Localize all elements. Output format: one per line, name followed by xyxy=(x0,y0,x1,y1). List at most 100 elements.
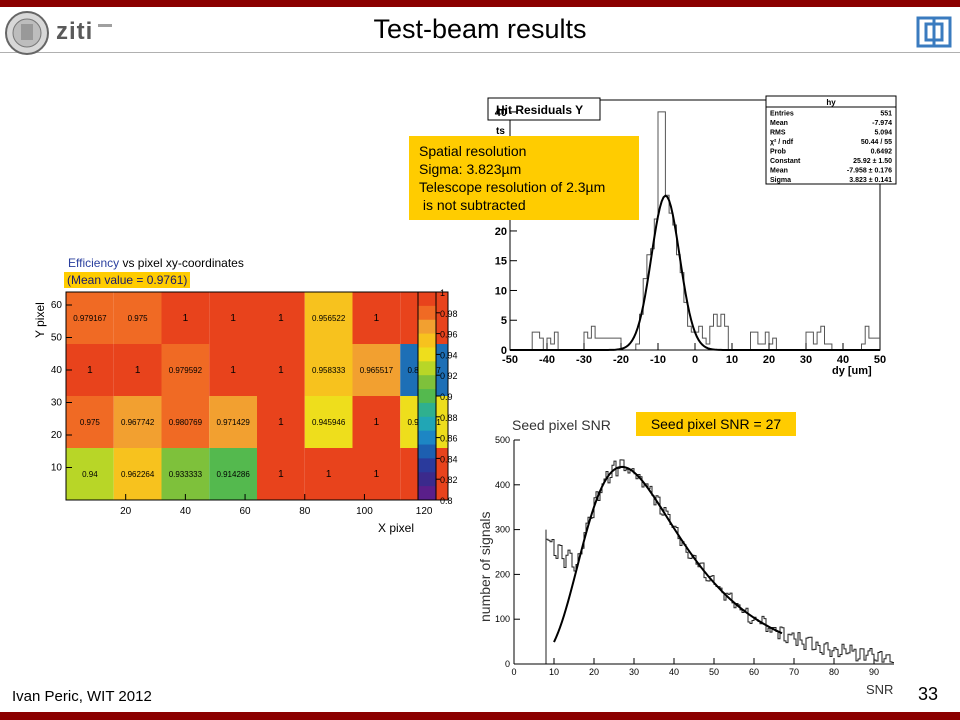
residuals-y-tick-label: 20 xyxy=(495,226,507,238)
heatmap-cell-label: 1 xyxy=(230,313,236,324)
colorbar-segment xyxy=(418,402,436,418)
snr-x-tick-label: 0 xyxy=(511,667,516,677)
heatmap-cell xyxy=(257,396,305,448)
logo-stripe xyxy=(98,24,112,27)
heatmap-cell xyxy=(304,396,353,448)
ziti-logo: ziti xyxy=(56,18,94,45)
snr-bins xyxy=(545,459,894,664)
heatmap-cell xyxy=(257,448,305,500)
colorbar-tick-label: 0.88 xyxy=(440,413,458,423)
snr-y-tick-label: 100 xyxy=(495,614,510,624)
snr-callout: Seed pixel SNR = 27 xyxy=(636,412,796,436)
stats-key: Constant xyxy=(770,158,801,165)
heatmap-cell xyxy=(66,448,114,500)
heatmap-cell-label: 1 xyxy=(374,469,380,480)
heatmap-cell xyxy=(66,396,114,448)
efficiency-mean-label: (Mean value = 0.9761) xyxy=(64,272,191,288)
heatmap-cell xyxy=(209,448,257,500)
residuals-ylabel-fragment: ts xyxy=(496,126,505,137)
efficiency-title-prefix: Efficiency xyxy=(68,256,120,270)
stats-key: Prob xyxy=(770,149,786,156)
snr-title: Seed pixel SNR xyxy=(512,417,611,433)
heatmap-cell xyxy=(352,344,401,396)
page-title: Test-beam results xyxy=(373,14,587,44)
residuals-title: Hit Residuals Y xyxy=(496,103,583,117)
colorbar-tick-label: 1 xyxy=(440,288,445,298)
heatmap-cell-label: 1 xyxy=(278,313,284,324)
colorbar-segment xyxy=(418,416,436,432)
stats-key: Mean xyxy=(770,168,788,175)
heatmap-cell-label: 1 xyxy=(326,469,332,480)
heatmap-cell xyxy=(161,396,210,448)
heatmap-cell-label: 0.979167 xyxy=(73,314,107,323)
residuals-x-tick-label: -40 xyxy=(539,354,555,366)
colorbar-segment xyxy=(418,292,436,307)
heatmap-y-tick-label: 40 xyxy=(51,365,63,376)
heatmap-cell xyxy=(257,292,305,344)
snr-x-tick-label: 80 xyxy=(829,667,839,677)
heatmap-cell xyxy=(209,396,257,448)
snr-x-tick-label: 30 xyxy=(629,667,639,677)
mean-value-text: (Mean value = 0.9761) xyxy=(67,273,188,287)
heatmap-cell xyxy=(209,344,257,396)
snr-y-tick-label: 0 xyxy=(505,659,510,669)
snr-x-tick-label: 10 xyxy=(549,667,559,677)
heatmap-cell xyxy=(352,396,401,448)
heatmap-y-tick-label: 20 xyxy=(51,430,63,441)
colorbar-tick-label: 0.86 xyxy=(440,434,458,444)
heatmap-cell-label: 0.94 xyxy=(82,470,98,479)
heatmap-cell-label: 1 xyxy=(278,365,284,376)
snr-axes: 0 10 20 30 40 50 60 70 80 90 0 100 200 300 400 500 xyxy=(495,435,894,677)
heatmap-cell-label: 0.971429 xyxy=(216,418,250,427)
colorbar-segment xyxy=(418,444,436,459)
callout-line-4: is not subtracted xyxy=(419,197,526,213)
stats-frame xyxy=(765,95,897,185)
heatmap-cell-label: 1 xyxy=(135,365,141,376)
heatmap-cell xyxy=(161,292,210,344)
bottom-accent-bar xyxy=(0,712,960,720)
heatmap-cell-label: 0.967742 xyxy=(121,418,155,427)
heatmap-colorbar: 1 0.98 0.96 0.94 0 92 0.9 0.88 0.86 0.84 0.82 0.8 xyxy=(417,288,458,506)
stats-value: 5.094 xyxy=(874,130,892,137)
heatmap-cell xyxy=(304,292,353,344)
heatmap-cell xyxy=(352,292,401,344)
heatmap-cell-label: 1 xyxy=(374,417,380,428)
heatmap-cell-label: 1 xyxy=(374,313,380,324)
residuals-y-tick-label: 5 xyxy=(501,315,507,327)
callout-line-2: Sigma: 3.823µm xyxy=(419,161,522,177)
residuals-x-tick-label: 20 xyxy=(763,354,775,366)
heatmap-cell xyxy=(209,292,257,344)
residuals-title-box xyxy=(487,97,601,121)
residuals-stats-box: hy Entries 551 Mean -7.974 RMS 5.094 χ² / ndf 50… xyxy=(765,95,897,185)
residuals-axes: -50-40-30-20-100102030405005101520253035… xyxy=(495,107,886,366)
colorbar-tick-label: 0 92 xyxy=(440,371,458,381)
snr-y-tick-label: 200 xyxy=(495,569,510,579)
efficiency-title: Efficiency vs pixel xy-coordinates xyxy=(68,256,244,270)
heatmap-cell xyxy=(113,448,162,500)
colorbar-segment xyxy=(418,319,436,335)
snr-ylabel: number of signals xyxy=(477,511,493,622)
heatmap-cells: 0.979167 0.975 1 1 1 0.956522 1 1 1 1 0.979592 1 1 0.… xyxy=(66,292,448,500)
heatmap-cell xyxy=(113,396,162,448)
colorbar-segment xyxy=(418,389,436,404)
heatmap-cell xyxy=(113,344,162,396)
heatmap-cell xyxy=(161,344,210,396)
heatmap-y-tick-label: 10 xyxy=(51,463,63,474)
heatmap-y-tick-label: 50 xyxy=(51,333,63,344)
residuals-x-tick-label: 0 xyxy=(692,354,698,366)
stats-name: hy xyxy=(826,98,836,107)
top-accent-bar xyxy=(0,0,960,7)
colorbar-segment xyxy=(418,472,436,487)
heatmap-y-tick-label: 30 xyxy=(51,398,63,409)
heatmap-cell-label: 0.979592 xyxy=(169,366,203,375)
stats-key: RMS xyxy=(770,130,786,137)
heatmap-cell-label: 0.956522 xyxy=(312,314,346,323)
snr-y-tick-label: 300 xyxy=(495,525,510,535)
snr-y-tick-label: 400 xyxy=(495,480,510,490)
heatmap-frame xyxy=(65,291,449,501)
snr-histogram xyxy=(545,459,894,664)
snr-x-tick-label: 70 xyxy=(789,667,799,677)
heatmap-x-tick-label: 120 xyxy=(416,506,433,517)
residuals-x-tick-label: 30 xyxy=(800,354,812,366)
colorbar-segment xyxy=(418,486,436,501)
